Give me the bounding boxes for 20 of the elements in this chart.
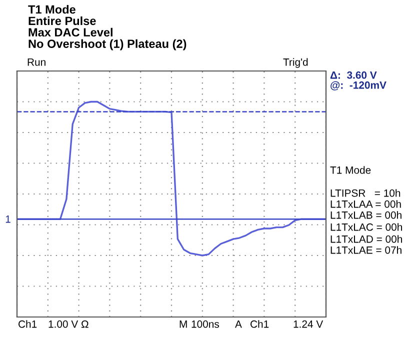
text: @: -120mV xyxy=(330,81,386,90)
text: LTIPSR = 10h xyxy=(330,189,400,197)
text: M xyxy=(180,320,187,328)
text: L1TxLAA = 00h xyxy=(330,200,401,208)
text: A xyxy=(235,320,242,328)
text: Δ: 3.60 V xyxy=(330,71,377,79)
text: Ch1 xyxy=(250,320,269,328)
text: 100ns xyxy=(192,320,220,328)
text: L1TxLAB = 00h xyxy=(330,211,402,219)
text: Run xyxy=(28,58,46,66)
text: Trig'd xyxy=(283,58,308,68)
text: Ch1 xyxy=(18,320,37,328)
text: L1TxLAC = 00h xyxy=(330,223,402,231)
text: T1 Mode xyxy=(330,166,371,174)
text: L1TxLAD = 00h xyxy=(330,235,402,243)
text: 1 xyxy=(6,216,10,223)
text: 1.00 V Ω xyxy=(48,320,88,328)
text: L1TxLAE = 07h xyxy=(330,246,402,254)
chart-title: T1 Mode Entire Pulse Max DAC Level No Overshoot (1) Plateau (2) xyxy=(28,5,186,50)
text: 1.24 V xyxy=(294,320,324,328)
